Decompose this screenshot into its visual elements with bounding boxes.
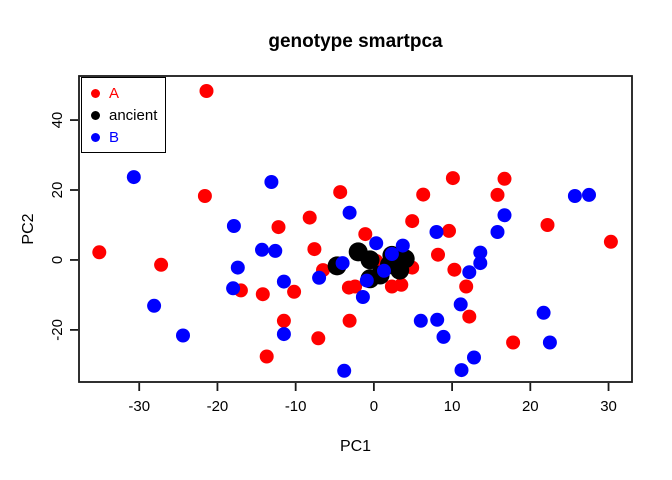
data-point-b[interactable]: [355, 290, 370, 304]
data-point-a[interactable]: [276, 313, 291, 328]
y-tick-label: -20: [49, 319, 66, 341]
y-tick-label: 20: [49, 182, 66, 199]
data-point-a[interactable]: [490, 187, 505, 202]
plot-frame: [78, 75, 633, 383]
data-point-b[interactable]: [490, 225, 505, 239]
legend-label: A: [109, 84, 120, 102]
data-point-a[interactable]: [431, 247, 445, 262]
legend-row-b: B: [91, 128, 165, 146]
data-point-a[interactable]: [342, 313, 357, 328]
data-point-b[interactable]: [436, 329, 451, 344]
data-point-a[interactable]: [459, 279, 474, 294]
data-point-a[interactable]: [199, 84, 214, 98]
data-point-a[interactable]: [92, 245, 107, 260]
data-point-b[interactable]: [255, 242, 269, 257]
data-point-b[interactable]: [264, 175, 279, 189]
x-tick-label: -30: [128, 398, 150, 415]
data-point-a[interactable]: [259, 349, 274, 364]
data-point-b[interactable]: [467, 350, 481, 365]
data-point-a[interactable]: [405, 214, 420, 229]
legend-dot-icon: [91, 88, 100, 98]
data-point-b[interactable]: [359, 273, 374, 288]
data-point-a[interactable]: [447, 262, 462, 277]
data-point-a[interactable]: [255, 287, 270, 302]
data-point-b[interactable]: [429, 225, 444, 239]
data-point-b[interactable]: [377, 263, 391, 278]
data-point-b[interactable]: [497, 208, 512, 223]
legend-dot-icon: [91, 132, 100, 142]
data-point-ancient[interactable]: [348, 242, 368, 262]
data-point-a[interactable]: [442, 223, 456, 238]
x-axis-label: PC1: [339, 438, 372, 455]
data-point-a[interactable]: [302, 210, 317, 225]
data-point-b[interactable]: [342, 205, 357, 220]
data-point-b[interactable]: [335, 256, 350, 271]
data-point-b[interactable]: [312, 270, 327, 285]
data-point-b[interactable]: [395, 238, 410, 253]
legend-label: ancient: [109, 106, 158, 124]
data-point-b[interactable]: [473, 245, 488, 260]
data-point-b[interactable]: [226, 219, 241, 233]
data-point-a[interactable]: [540, 218, 555, 232]
data-point-b[interactable]: [276, 327, 291, 342]
data-point-b[interactable]: [147, 298, 162, 313]
x-tick-label: 30: [600, 398, 617, 415]
data-point-a[interactable]: [197, 189, 212, 203]
data-point-a[interactable]: [307, 242, 322, 257]
y-axis-label: PC2: [20, 213, 37, 245]
y-tick-label: 0: [49, 256, 66, 264]
data-point-b[interactable]: [567, 189, 582, 203]
x-tick-label: -20: [207, 398, 229, 415]
data-point-b[interactable]: [542, 335, 557, 350]
data-point-a[interactable]: [154, 257, 169, 272]
y-tick-label: 40: [49, 112, 66, 129]
data-point-a[interactable]: [497, 171, 512, 186]
data-point-b[interactable]: [473, 256, 488, 271]
data-point-b[interactable]: [430, 312, 445, 327]
data-point-b[interactable]: [413, 313, 428, 328]
data-point-ancient[interactable]: [395, 249, 415, 269]
data-point-b[interactable]: [454, 363, 469, 378]
data-point-b[interactable]: [126, 170, 141, 185]
chart-title: genotype smartpca: [268, 31, 443, 52]
legend-dot-icon: [91, 110, 100, 120]
data-point-b[interactable]: [369, 236, 384, 251]
data-point-a[interactable]: [603, 234, 618, 249]
legend-label: B: [109, 128, 120, 146]
data-point-a[interactable]: [271, 220, 286, 235]
data-point-a[interactable]: [348, 279, 363, 294]
x-tick-label: -10: [285, 398, 307, 415]
data-point-a[interactable]: [394, 277, 409, 292]
data-point-b[interactable]: [230, 260, 245, 275]
x-tick-label: 10: [444, 398, 461, 415]
data-point-b[interactable]: [536, 305, 551, 320]
data-point-a[interactable]: [506, 335, 521, 350]
data-point-b[interactable]: [384, 247, 399, 261]
data-point-b[interactable]: [582, 187, 596, 202]
data-point-b[interactable]: [337, 363, 352, 378]
data-point-a[interactable]: [358, 227, 373, 242]
data-point-b[interactable]: [268, 243, 283, 258]
data-point-a[interactable]: [445, 171, 460, 186]
data-point-a[interactable]: [311, 331, 326, 346]
data-point-b[interactable]: [226, 281, 241, 296]
data-point-a[interactable]: [287, 284, 302, 299]
data-point-b[interactable]: [276, 274, 291, 289]
data-point-a[interactable]: [462, 309, 477, 324]
data-point-a[interactable]: [416, 187, 431, 202]
data-point-b[interactable]: [462, 265, 477, 280]
legend-row-a: A: [91, 84, 165, 102]
data-point-b[interactable]: [453, 297, 468, 312]
legend-row-ancient: ancient: [91, 106, 165, 124]
data-point-b[interactable]: [176, 328, 190, 343]
data-point-a[interactable]: [333, 185, 348, 200]
x-tick-label: 20: [522, 398, 539, 415]
x-tick-label: 0: [370, 398, 378, 415]
